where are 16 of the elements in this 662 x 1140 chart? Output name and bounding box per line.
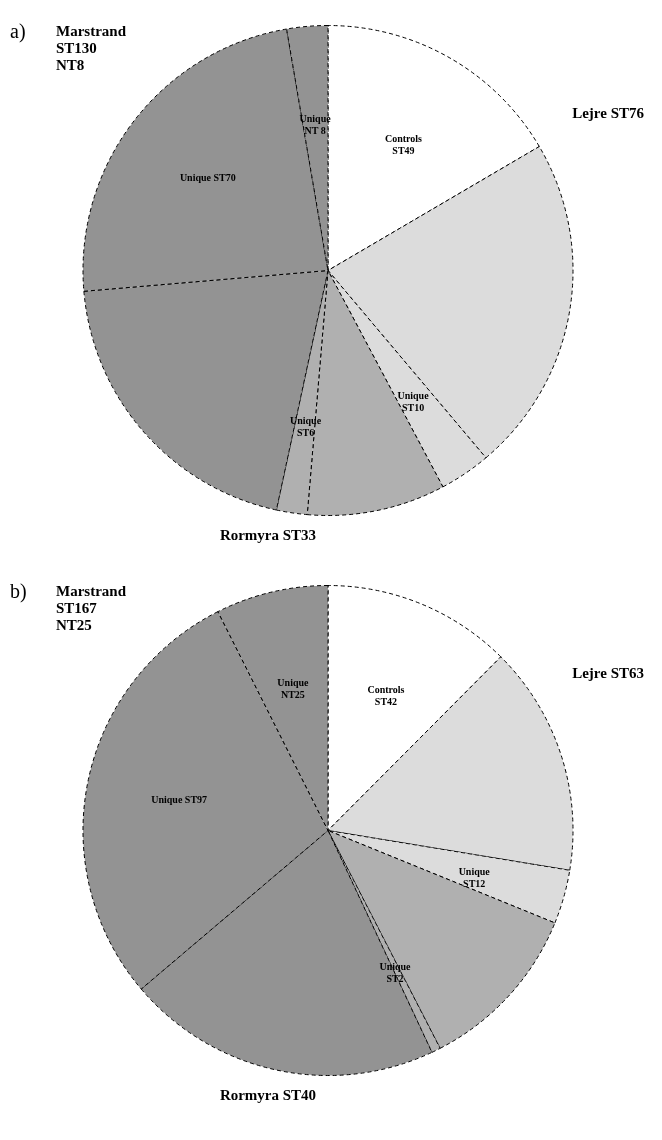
text: Lejre ST76: [572, 105, 645, 121]
slice-label: Controls ST49: [384, 132, 423, 156]
slice-label: Unique NT25: [277, 676, 310, 700]
slice-label: Controls ST42: [367, 684, 405, 708]
text: Rormyra ST40: [219, 1087, 317, 1103]
text: Lejre ST63: [572, 665, 644, 681]
text: Marstrand ST167 NT25: [56, 583, 127, 633]
slice-label: Unique ST6: [289, 414, 322, 438]
slice-label: Unique ST12: [458, 865, 491, 889]
text: Rormyra ST33: [219, 527, 317, 543]
text: a): [10, 20, 26, 43]
slice-label: Unique ST70: [179, 171, 236, 183]
slice-label: Unique ST97: [151, 794, 208, 806]
text: Marstrand ST130 NT8: [56, 23, 127, 73]
text: b): [10, 580, 27, 603]
slice-label: Unique ST10: [397, 390, 430, 414]
